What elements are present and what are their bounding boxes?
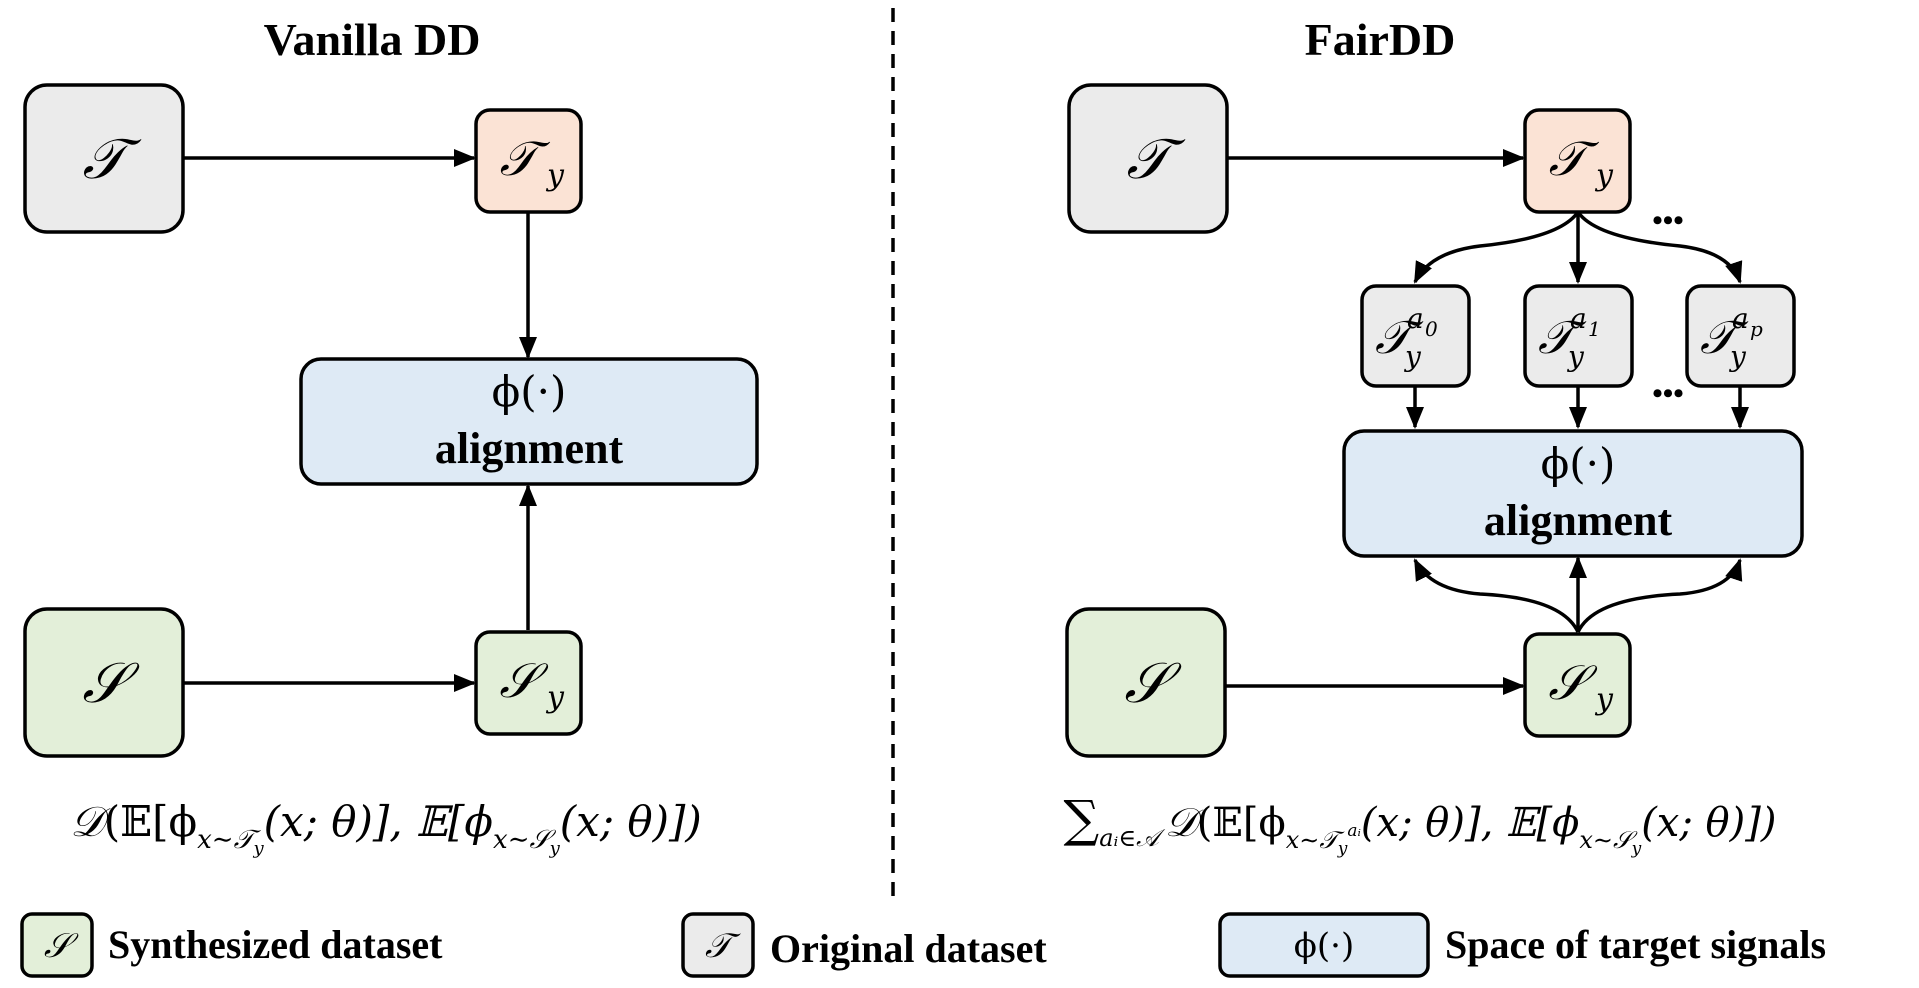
node-group-a1: 𝒯 y a 1 [1523, 284, 1634, 388]
svg-text:y: y [545, 158, 565, 193]
fairdd-panel: FairDD ••• ••• 𝒯 𝒯 y 𝒯 y a [1064, 14, 1804, 859]
node-class-subset-ty-fair: 𝒯 y [1523, 108, 1632, 214]
fairdd-title: FairDD [1305, 14, 1456, 65]
svg-text:Space of target signals: Space of target signals [1445, 922, 1826, 967]
svg-text:a: a [1732, 302, 1749, 335]
svg-text:ϕ(·): ϕ(·) [1541, 439, 1616, 488]
svg-text:0: 0 [1425, 317, 1438, 341]
svg-text:y: y [1403, 340, 1422, 373]
svg-text:Synthesized dataset: Synthesized dataset [108, 922, 443, 967]
node-synthetic-subset-sy-fair: 𝒮 y [1523, 632, 1632, 738]
vanilla-objective-formula: 𝒟(𝔼[ϕx∼𝒯y(x; θ)], 𝔼[ϕx∼𝒮y(x; θ)]) [70, 797, 702, 859]
legend: 𝒮 Synthesized dataset 𝒯 Original dataset… [20, 912, 1826, 978]
svg-text:a: a [1407, 302, 1424, 335]
edge-sy-to-alignment-left [1413, 558, 1580, 633]
fairdd-objective-formula: ∑aᵢ∈𝒜 𝒟(𝔼[ϕx∼𝒯yaᵢ(x; θ)], 𝔼[ϕx∼𝒮y(x; θ)]) [1064, 790, 1777, 859]
node-alignment: ϕ(·) alignment [299, 357, 759, 486]
edge-ty-to-group-ap [1576, 210, 1743, 284]
node-class-subset-ty: 𝒯 y [474, 108, 583, 214]
svg-text:alignment: alignment [1484, 496, 1673, 545]
vanilla-title: Vanilla DD [264, 14, 481, 65]
legend-item-synthesized: 𝒮 Synthesized dataset [20, 912, 443, 978]
edge-sy-to-alignment-right [1576, 558, 1743, 633]
ellipsis-top: ••• [1652, 204, 1684, 237]
ellipsis-middle: ••• [1652, 377, 1684, 410]
svg-text:y: y [1594, 682, 1614, 717]
svg-text:Original dataset: Original dataset [770, 926, 1047, 971]
node-synthetic-subset-sy: 𝒮 y [474, 630, 583, 736]
node-group-a0: 𝒯 y a 0 [1360, 284, 1471, 388]
legend-item-target-signals: ϕ(·) Space of target signals [1218, 912, 1826, 978]
svg-text:p: p [1750, 317, 1763, 341]
svg-text:a: a [1570, 302, 1587, 335]
node-synthesized-dataset-fair: 𝒮 [1065, 607, 1227, 758]
svg-text:y: y [545, 680, 565, 715]
svg-text:ϕ(·): ϕ(·) [492, 367, 567, 416]
node-alignment-fair: ϕ(·) alignment [1342, 429, 1804, 558]
svg-text:alignment: alignment [435, 424, 624, 473]
node-synthesized-dataset: 𝒮 [23, 607, 185, 758]
svg-text:ϕ(·): ϕ(·) [1294, 926, 1355, 966]
svg-text:y: y [1594, 158, 1614, 193]
svg-text:y: y [1566, 340, 1585, 373]
legend-item-original: 𝒯 Original dataset [681, 912, 1047, 978]
vanilla-dd-panel: Vanilla DD 𝒯 𝒯 y ϕ(·) alignment 𝒮 𝒮 [23, 14, 759, 859]
node-original-dataset: 𝒯 [23, 83, 185, 234]
svg-text:y: y [1728, 340, 1747, 373]
edge-ty-to-group-a0 [1413, 210, 1580, 284]
node-original-dataset-fair: 𝒯 [1067, 83, 1229, 234]
svg-text:1: 1 [1588, 317, 1601, 341]
node-group-ap: 𝒯 y a p [1685, 284, 1796, 388]
